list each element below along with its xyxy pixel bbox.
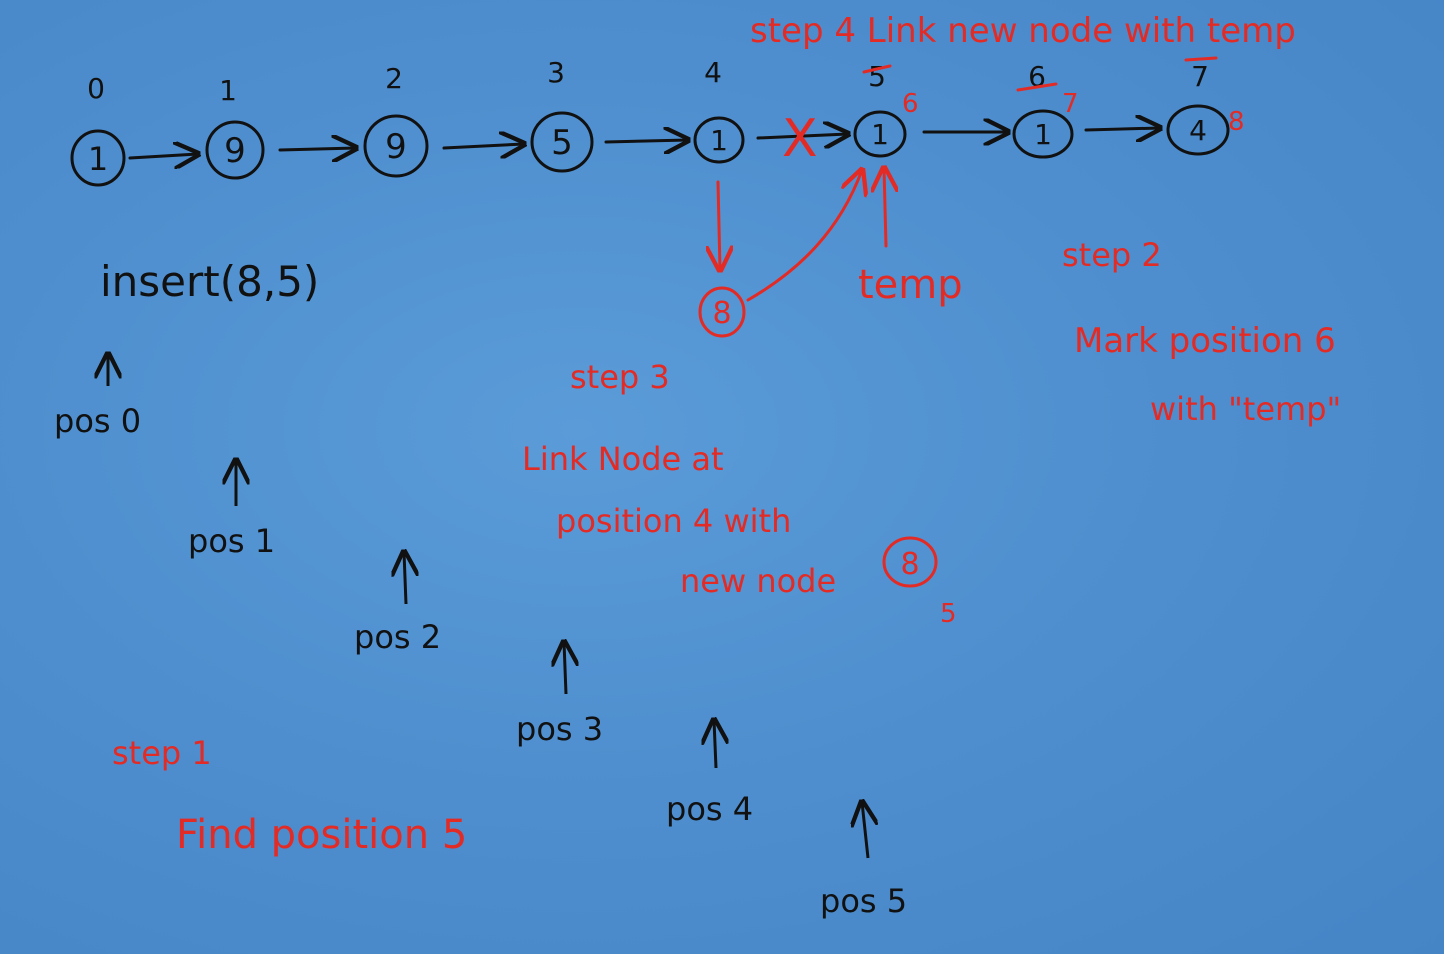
list-node: 1	[70, 129, 126, 187]
link-arrow	[278, 148, 356, 150]
svg-text:pos 1: pos 1	[188, 522, 275, 560]
list-node: 1	[693, 116, 745, 164]
step-3-line2: position 4 with	[556, 502, 791, 540]
index-labels: 0 1 2 3 4 5 6 7	[87, 56, 1209, 107]
temp-label: temp	[858, 262, 963, 308]
step-1: step 1 Find position 5	[112, 734, 467, 858]
pointer: pos 4	[666, 720, 753, 828]
pointer: pos 3	[516, 642, 603, 748]
link-arrow	[1084, 128, 1160, 130]
svg-text:9: 9	[224, 131, 246, 171]
list-node: 9	[205, 120, 265, 180]
index-label: 0	[87, 72, 105, 105]
index-label: 7	[1191, 60, 1209, 93]
list-node: 1	[1012, 109, 1074, 159]
step-3-line1: Link Node at	[522, 440, 724, 478]
svg-text:5: 5	[551, 123, 573, 163]
svg-text:pos 2: pos 2	[354, 618, 441, 656]
svg-text:pos 3: pos 3	[516, 710, 603, 748]
new-index-label: 8	[1228, 107, 1245, 137]
svg-text:1: 1	[710, 124, 728, 157]
linked-list: 1 9 9 5 1 1 1 4	[70, 104, 1230, 187]
step-2: step 2 Mark position 6 with "temp"	[1062, 236, 1341, 428]
removed-link-cross: X	[782, 109, 818, 169]
step-3-title: step 3	[570, 358, 670, 396]
index-label: 5	[868, 60, 886, 93]
step-2-title: step 2	[1062, 236, 1162, 274]
svg-text:1: 1	[871, 118, 889, 151]
link-arrow	[128, 154, 198, 158]
link-arrow	[604, 140, 688, 142]
index-label: 3	[547, 56, 565, 89]
step-1-title: step 1	[112, 734, 212, 772]
new-index-label: 7	[1062, 89, 1079, 119]
step-2-line1: Mark position 6	[1074, 321, 1336, 361]
svg-text:pos 4: pos 4	[666, 790, 753, 828]
link-to-new-node-arrow	[718, 180, 720, 270]
position-pointers: pos 0 pos 1 pos 2 pos 3 pos 4 pos 5	[54, 354, 907, 920]
pointer: pos 0	[54, 354, 141, 440]
step-3: step 3 Link Node at position 4 with new …	[522, 358, 957, 629]
index-label: 4	[704, 56, 722, 89]
pointer: pos 2	[354, 552, 441, 656]
list-node: 5	[530, 111, 594, 173]
pointer: pos 5	[820, 802, 907, 920]
svg-text:1: 1	[88, 140, 108, 178]
temp-pointer-arrow	[884, 168, 886, 248]
insert-call: insert(8,5)	[100, 257, 319, 306]
list-node: 4	[1166, 104, 1230, 156]
svg-text:pos 0: pos 0	[54, 402, 141, 440]
index-label: 6	[1028, 60, 1046, 93]
new-index-labels: 6 7 8	[902, 89, 1245, 137]
list-node: 1	[853, 110, 907, 158]
svg-text:pos 5: pos 5	[820, 882, 907, 920]
insertion-links	[718, 168, 886, 302]
list-links	[128, 128, 1160, 158]
link-arrow	[756, 134, 848, 138]
new-index-label: 6	[902, 89, 919, 119]
svg-text:9: 9	[385, 127, 407, 167]
index-label: 1	[219, 74, 237, 107]
pointer: pos 1	[188, 460, 275, 560]
step-2-line2: with "temp"	[1150, 390, 1341, 428]
old-index-strikes	[862, 56, 1218, 92]
svg-text:8: 8	[712, 296, 731, 331]
svg-text:1: 1	[1034, 118, 1052, 151]
list-node: 9	[363, 114, 429, 178]
step-3-index: 5	[940, 599, 957, 629]
svg-text:4: 4	[1189, 114, 1207, 147]
link-arrow	[442, 144, 524, 148]
step-1-text: Find position 5	[176, 812, 467, 858]
step-4-text: step 4 Link new node with temp	[750, 11, 1296, 51]
step-3-node-value: 8	[900, 547, 919, 582]
index-label: 2	[385, 62, 403, 95]
step-3-line3: new node	[680, 562, 836, 600]
new-node-to-temp-arrow	[746, 170, 862, 302]
new-node: 8	[698, 286, 746, 338]
